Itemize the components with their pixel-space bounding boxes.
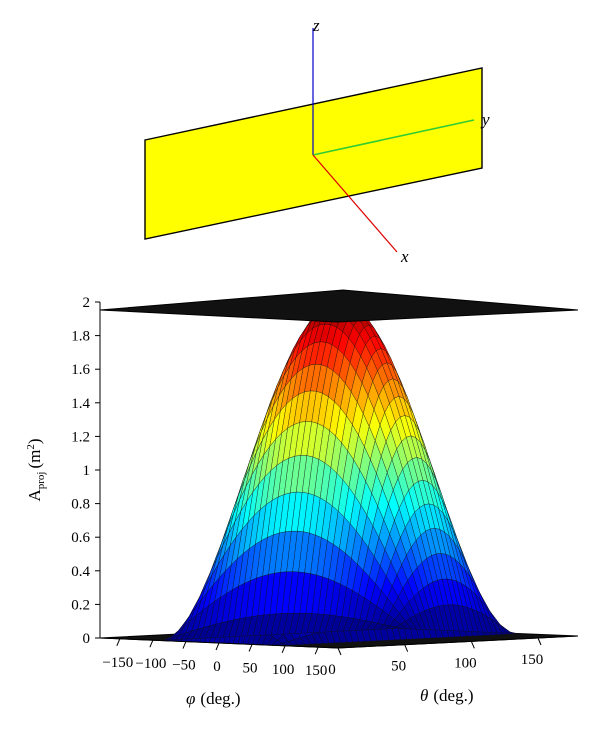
phi-tick-mark <box>314 646 319 655</box>
x-axis-label: x <box>400 247 409 266</box>
y-axis-label: y <box>480 110 490 129</box>
theta-axis-ticks: 0 50 100 150 <box>328 637 544 678</box>
theta-axis-title: θ (deg.) <box>420 686 473 705</box>
phi-tick-mark <box>182 641 187 649</box>
theta-tick-mark <box>404 644 409 652</box>
surface-mesh <box>157 300 521 646</box>
surface-chart: 0 0.2 0.4 0.6 0.8 1 1.2 1.4 1.6 1.8 2 −150 −100 −50 0… <box>25 289 579 708</box>
phi-tick-label: −150 <box>102 655 133 671</box>
phi-tick-label: 150 <box>305 663 328 679</box>
phi-axis-ticks: −150 −100 −50 0 50 100 150 <box>102 638 328 679</box>
z-tick-label: 0 <box>83 631 91 647</box>
phi-tick-mark <box>248 644 253 652</box>
theta-tick-label: 150 <box>521 652 544 668</box>
top-plane <box>99 289 579 323</box>
z-tick-label: 1.4 <box>71 396 90 412</box>
z-axis-ticks: 0 0.2 0.4 0.6 0.8 1 1.2 1.4 1.6 1.8 2 <box>71 295 100 647</box>
phi-tick-label: 100 <box>272 662 295 678</box>
phi-tick-label: 0 <box>213 659 221 675</box>
y-axis-line <box>312 119 475 156</box>
z-tick-label: 0.2 <box>71 597 90 613</box>
phi-tick-label: 50 <box>243 660 258 676</box>
theta-tick-label: 100 <box>454 655 477 671</box>
theta-tick-mark <box>537 637 542 646</box>
z-tick-label: 0.8 <box>71 497 90 513</box>
phi-tick-label: −50 <box>172 658 195 674</box>
phi-tick-label: −100 <box>135 656 166 672</box>
phi-tick-mark <box>215 642 220 651</box>
z-axis-title: Aproj(m2) <box>25 438 47 501</box>
z-tick-label: 1 <box>83 463 91 479</box>
z-tick-label: 1.2 <box>71 429 90 445</box>
z-tick-label: 1.8 <box>71 329 90 345</box>
theta-tick-label: 50 <box>391 659 406 675</box>
phi-tick-mark <box>116 638 121 647</box>
theta-tick-mark <box>337 647 342 656</box>
plate-geometry-diagram: z y x <box>144 16 490 266</box>
z-tick-label: 0.6 <box>71 530 90 546</box>
theta-tick-label: 0 <box>328 662 336 678</box>
theta-tick-mark <box>470 641 475 649</box>
z-axis-label: z <box>312 16 320 35</box>
phi-axis-title: φ (deg.) <box>186 689 241 708</box>
x-axis-line <box>312 154 398 253</box>
z-tick-label: 1.6 <box>71 362 90 378</box>
z-tick-label: 2 <box>83 295 91 311</box>
z-tick-label: 0.4 <box>71 564 90 580</box>
phi-tick-mark <box>149 640 154 648</box>
phi-tick-mark <box>281 645 286 653</box>
surface-patch <box>391 627 402 629</box>
